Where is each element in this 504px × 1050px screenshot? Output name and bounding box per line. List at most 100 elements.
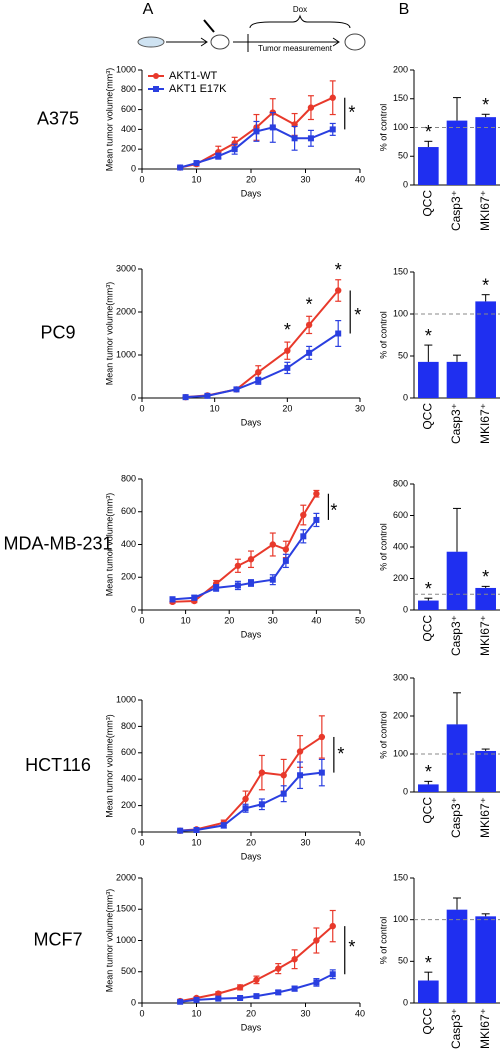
x-tick-label: 10	[191, 837, 201, 847]
chart-title: MCF7	[34, 929, 83, 949]
x-tick-label: 40	[355, 837, 365, 847]
annotation: *	[425, 122, 432, 142]
x-tick-label: MKI67⁺	[478, 190, 492, 231]
schematic: Dox Tumor measurement	[137, 5, 366, 53]
y-tick-label: 0	[403, 392, 408, 402]
y-tick-label: 200	[121, 800, 136, 810]
x-axis-label: Days	[241, 188, 262, 198]
x-tick-label: Casp3⁺	[449, 190, 463, 231]
y-axis-label: % of control	[378, 104, 388, 152]
chart-title: A375	[37, 108, 79, 128]
y-tick-label: 800	[393, 478, 408, 488]
legend-label: AKT1-WT	[169, 70, 218, 82]
point	[169, 596, 176, 603]
bar	[475, 117, 496, 185]
point	[329, 126, 336, 133]
y-tick-label: 600	[121, 104, 136, 114]
bar	[446, 724, 468, 792]
point	[242, 795, 249, 803]
annotation: *	[425, 579, 432, 599]
point	[335, 330, 342, 337]
x-axis-label: Days	[241, 629, 262, 639]
x-tick-label: 10	[191, 1008, 201, 1018]
annotation: *	[348, 937, 355, 957]
series-line	[179, 925, 334, 1003]
y-tick-label: 400	[121, 774, 136, 784]
arrow-head	[332, 37, 340, 47]
y-axis-label: Mean tumor volume(mm³)	[104, 282, 114, 386]
y-tick-label: 1000	[116, 935, 136, 945]
y-tick-label: 1000	[116, 64, 136, 74]
point	[280, 772, 287, 779]
y-tick-label: 200	[121, 144, 136, 154]
bar	[475, 301, 496, 398]
bar	[418, 147, 439, 185]
point	[297, 772, 304, 779]
legend-marker	[153, 86, 159, 92]
bar	[475, 916, 496, 1003]
point	[306, 349, 313, 356]
bar	[418, 600, 439, 610]
annotation: *	[335, 260, 342, 280]
y-tick-label: 400	[121, 539, 136, 549]
point	[242, 805, 249, 812]
point	[234, 562, 242, 569]
x-tick-label: 30	[268, 615, 278, 625]
point	[253, 993, 260, 1000]
x-tick-label: Casp3⁺	[449, 797, 463, 838]
point	[275, 989, 282, 996]
y-tick-label: 200	[393, 573, 408, 583]
y-tick-label: 200	[121, 572, 136, 582]
y-tick-label: 150	[393, 93, 408, 103]
series-line	[180, 771, 322, 832]
y-tick-label: 2000	[116, 306, 136, 316]
x-axis-label: Days	[241, 1022, 262, 1032]
y-tick-label: 800	[121, 473, 136, 483]
annotation: *	[425, 762, 432, 782]
y-tick-label: 500	[121, 966, 136, 976]
annotation: *	[348, 102, 355, 122]
point	[233, 386, 240, 393]
x-tick-label: 30	[300, 1008, 310, 1018]
bar	[418, 361, 439, 398]
point	[177, 164, 184, 171]
x-tick-label: Casp3⁺	[449, 615, 463, 656]
y-tick-label: 100	[393, 308, 408, 318]
annotation: *	[482, 275, 489, 295]
annotation: *	[306, 294, 313, 314]
y-tick-label: 2000	[116, 872, 136, 882]
point	[269, 541, 276, 548]
x-tick-label: QCC	[421, 797, 435, 824]
point	[307, 104, 315, 111]
y-tick-label: 150	[393, 266, 408, 276]
arrow-head	[200, 37, 208, 47]
bar	[446, 551, 468, 610]
point	[282, 557, 289, 564]
y-tick-label: 200	[393, 64, 408, 74]
y-axis-label: Mean tumor volume(mm³)	[104, 493, 114, 597]
x-tick-label: Casp3⁺	[449, 1008, 463, 1049]
x-tick-label: 0	[139, 615, 144, 625]
bar	[475, 587, 496, 610]
point	[255, 377, 262, 384]
y-tick-label: 3000	[116, 263, 136, 273]
point	[296, 748, 304, 755]
series-line	[185, 289, 339, 399]
y-tick-label: 50	[398, 151, 408, 161]
point	[329, 971, 336, 978]
annotation: *	[337, 744, 344, 764]
point	[313, 937, 320, 944]
point	[329, 922, 336, 930]
point	[318, 769, 325, 776]
point	[215, 990, 222, 997]
y-axis-label: Mean tumor volume(mm³)	[104, 68, 114, 172]
y-tick-label: 0	[131, 826, 136, 836]
annotation: *	[425, 326, 432, 346]
x-tick-label: MKI67⁺	[478, 1008, 492, 1049]
schematic-label: Tumor measurement	[258, 44, 333, 53]
x-tick-label: MKI67⁺	[478, 797, 492, 838]
point	[300, 511, 307, 519]
point	[253, 976, 260, 984]
point	[191, 594, 198, 601]
x-tick-label: 0	[139, 403, 144, 413]
